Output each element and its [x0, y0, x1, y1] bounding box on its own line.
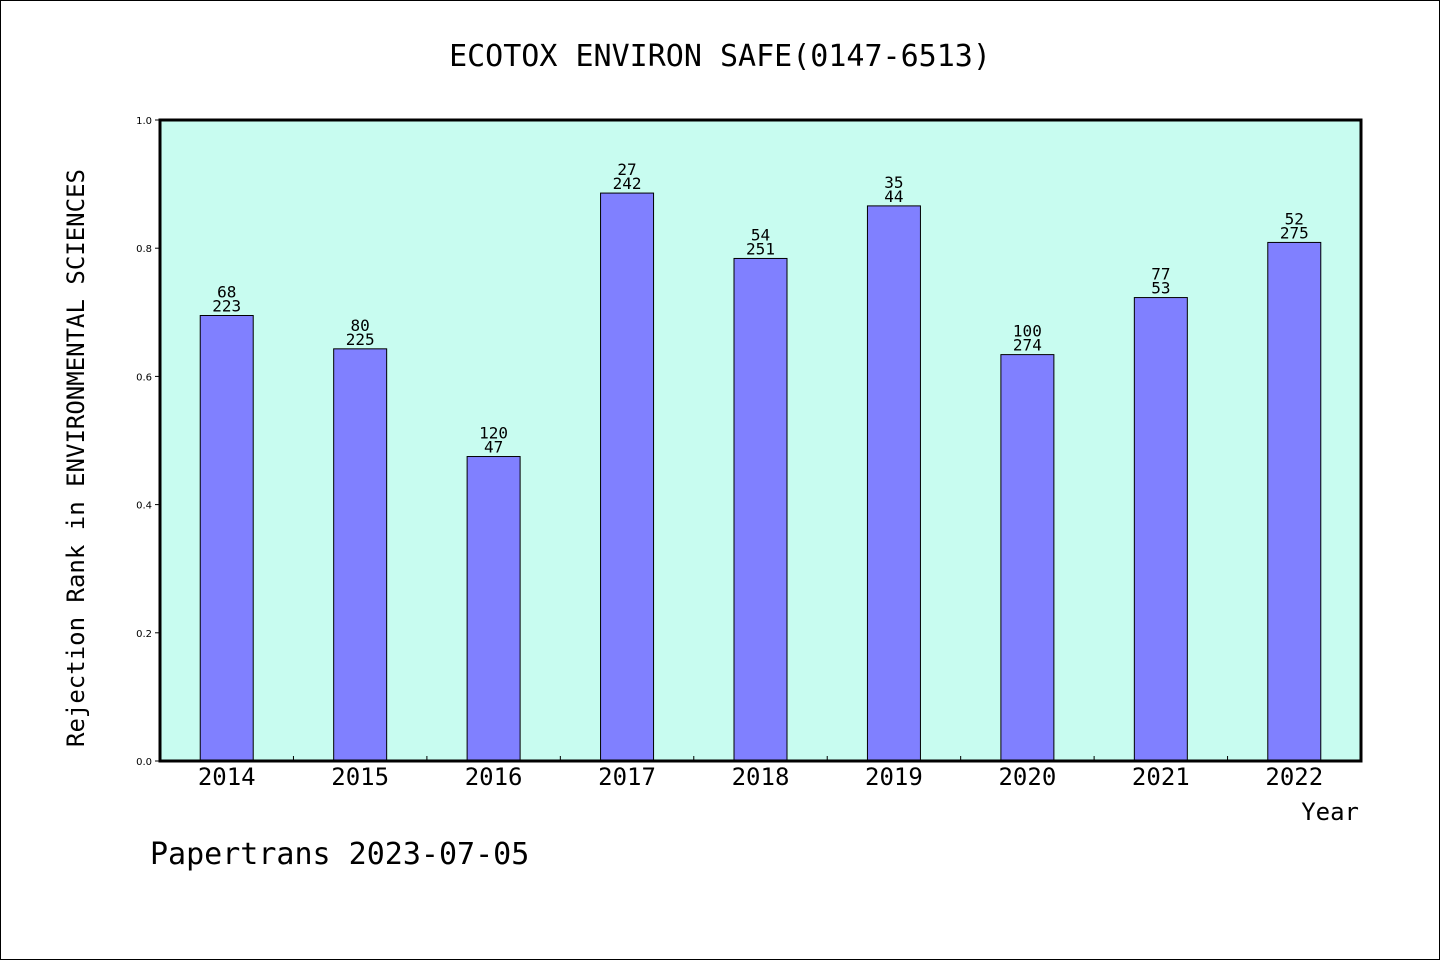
bar	[1000, 354, 1055, 762]
bar	[1267, 241, 1322, 762]
bar-label-top: 52	[1285, 209, 1304, 228]
bar	[1133, 297, 1188, 762]
chart-title: ECOTOX ENVIRON SAFE(0147-6513)	[449, 39, 991, 74]
y-tick-label: 0.6	[136, 372, 152, 383]
x-tick-label: 2015	[331, 763, 389, 791]
x-tick-label: 2021	[1132, 763, 1190, 791]
x-tick-label: 2022	[1265, 763, 1323, 791]
bar-label-bottom: 275	[1280, 223, 1309, 242]
y-tick-label: 0.0	[136, 757, 152, 768]
x-tick-label: 2019	[865, 763, 923, 791]
bar	[333, 348, 388, 762]
bar-label-top: 35	[884, 173, 903, 192]
x-tick-label: 2014	[198, 763, 256, 791]
bar-label-top: 68	[217, 283, 236, 302]
bar-label-top: 80	[351, 316, 370, 335]
plot-border	[158, 118, 1363, 763]
bar-label-top: 120	[479, 424, 508, 443]
bar-label-bottom: 223	[212, 297, 241, 316]
x-tick-label: 2020	[998, 763, 1056, 791]
bar-label-bottom: 47	[484, 438, 503, 457]
bar-label-bottom: 274	[1013, 336, 1042, 355]
y-tick-label: 0.2	[136, 629, 152, 640]
bar	[733, 257, 788, 762]
x-tick-label: 2018	[732, 763, 790, 791]
footer-credit: Papertrans 2023-07-05	[150, 837, 529, 872]
bar-label-bottom: 225	[346, 330, 375, 349]
bar	[866, 205, 921, 762]
y-axis-label: Rejection Rank in ENVIRONMENTAL SCIENCES	[62, 169, 90, 747]
bar-label-top: 100	[1013, 322, 1042, 341]
y-tick-label: 0.8	[136, 244, 152, 255]
bar-label-bottom: 251	[746, 239, 775, 258]
bar-label-top: 27	[617, 160, 636, 179]
bar-label-bottom: 53	[1151, 279, 1170, 298]
bar-label-top: 54	[751, 225, 770, 244]
bar-label-bottom: 242	[613, 174, 642, 193]
y-tick-label: 1.0	[136, 116, 152, 127]
x-tick-label: 2017	[598, 763, 656, 791]
bar	[466, 456, 521, 762]
x-axis-label: Year	[1301, 798, 1359, 826]
bar-label-bottom: 44	[884, 187, 903, 206]
bar	[600, 192, 655, 762]
y-tick-label: 0.4	[136, 501, 152, 512]
x-tick-label: 2016	[465, 763, 523, 791]
x-axis: 2014 2015 2016 2017 2018 2019 2020 2021 2022	[198, 756, 1323, 791]
y-axis: 0.0 0.2 0.4 0.6 0.8 1.0	[136, 116, 160, 768]
bar	[199, 315, 254, 762]
bar-label-top: 77	[1151, 265, 1170, 284]
